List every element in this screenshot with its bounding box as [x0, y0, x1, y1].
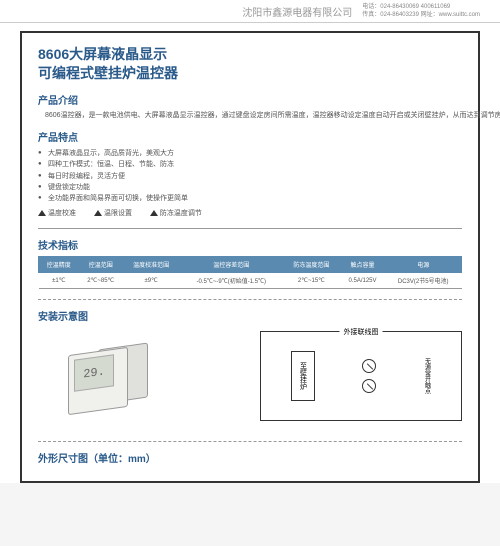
divider — [38, 228, 462, 229]
feature-item: 每日时段编程，灵活方便 — [38, 171, 500, 182]
dimensions-heading: 外形尺寸图（单位：mm） — [38, 450, 462, 465]
feature-item: 全功能界面和简易界面可切换，使操作更简单 — [38, 193, 500, 204]
wiring-diagram: 外接联线图 至壁挂炉 无源常开触点 — [260, 331, 462, 421]
table-row: ±1℃ 2℃~85℃ ±9℃ -0.5℃~-9℃(初始值-1.5℃) 2℃~15… — [39, 273, 462, 289]
triangle-icon — [94, 210, 102, 216]
triangle-icon — [150, 210, 158, 216]
table-header-row: 控温精度 控温范围 温度校准范围 温控容差范围 防冻温度范围 触点容量 电源 — [39, 257, 462, 273]
features-heading: 产品特点 — [38, 129, 500, 144]
terminal-icon — [362, 379, 376, 393]
feature-item: 四种工作模式：恒温、日程、节能、防冻 — [38, 159, 500, 170]
product-title-line2: 可编程式壁挂炉温控器 — [38, 64, 500, 84]
specs-heading: 技术指标 — [38, 237, 462, 252]
dashed-divider — [38, 441, 462, 442]
wiring-title: 外接联线图 — [340, 327, 383, 337]
contact-info: 电话：024-86430069 400611069 传真：024-8640323… — [362, 4, 480, 20]
page-header: 沈阳市鑫源电器有限公司 电话：024-86430069 400611069 传真… — [0, 0, 500, 23]
product-title-line1: 8606大屏幕液晶显示 — [38, 45, 500, 65]
iso-lcd: 29. — [74, 354, 114, 392]
feature-item: 大屏幕液晶显示，高品质背光，美观大方 — [38, 148, 500, 159]
install-heading: 安装示意图 — [38, 308, 462, 323]
wire-note: 无源常开触点 — [423, 358, 432, 394]
triangle-icon — [38, 210, 46, 216]
feature-list: 大屏幕液晶显示，高品质背光，美观大方 四种工作模式：恒温、日程、节能、防冻 每日… — [38, 148, 500, 204]
terminal-icon — [362, 359, 376, 373]
company-name: 沈阳市鑫源电器有限公司 — [242, 4, 352, 20]
feature-item: 键盘锁定功能 — [38, 182, 500, 193]
dashed-divider — [38, 299, 462, 300]
specs-table: 控温精度 控温范围 温度校准范围 温控容差范围 防冻温度范围 触点容量 电源 ±… — [38, 256, 462, 289]
legend-row: 温度校准 温限设置 防冻温度调节 — [38, 208, 500, 218]
boiler-label: 至壁挂炉 — [291, 351, 315, 401]
install-diagram: 29. — [38, 331, 240, 431]
intro-heading: 产品介绍 — [38, 92, 500, 107]
intro-text: 8606温控器，是一款电池供电、大屏幕液晶显示温控器，通过键盘设定房间所需温度，… — [38, 111, 500, 122]
